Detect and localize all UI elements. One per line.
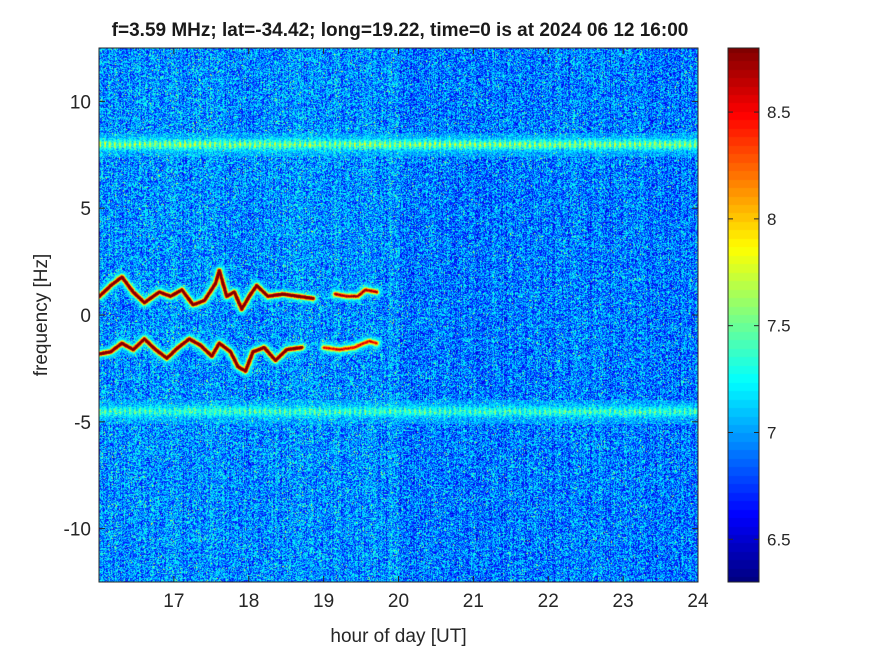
x-tick-label: 22 [538, 591, 559, 612]
y-axis-label: frequency [Hz] [31, 254, 52, 377]
x-tick-label: 23 [613, 591, 634, 612]
y-tick-label: -5 [74, 413, 91, 434]
x-axis-ticks: 17 18 19 20 21 22 23 24 [163, 48, 709, 612]
y-tick-label: 5 [80, 199, 91, 220]
colorbar-tick-label: 8 [767, 210, 776, 229]
colorbar: 8.5 8 7.5 7 6.5 [727, 47, 791, 583]
y-axis-ticks: 10 5 0 -5 -10 [64, 92, 698, 541]
y-tick-label: -10 [64, 520, 91, 541]
colorbar-tick-label: 7 [767, 423, 776, 442]
colorbar-tick-label: 7.5 [767, 317, 791, 336]
colorbar-frame [727, 47, 760, 583]
x-tick-label: 20 [388, 591, 409, 612]
x-axis-label: hour of day [UT] [330, 626, 466, 647]
heatmap-image [99, 48, 698, 582]
chart-title: f=3.59 MHz; lat=-34.42; long=19.22, time… [111, 20, 689, 41]
colorbar-tick-label: 8.5 [767, 103, 791, 122]
x-tick-label: 24 [687, 591, 709, 612]
colorbar-tick-label: 6.5 [767, 530, 791, 549]
y-tick-label: 0 [80, 306, 91, 327]
x-tick-label: 18 [238, 591, 259, 612]
y-tick-label: 10 [70, 92, 91, 113]
x-tick-label: 17 [163, 591, 184, 612]
colorbar-gradient [728, 48, 759, 582]
x-tick-label: 19 [313, 591, 334, 612]
plot-area: 17 18 19 20 21 22 23 24 10 5 0 -5 -10 [64, 47, 709, 612]
colorbar-ticks: 8.5 8 7.5 7 6.5 [728, 103, 791, 549]
x-tick-label: 21 [463, 591, 484, 612]
